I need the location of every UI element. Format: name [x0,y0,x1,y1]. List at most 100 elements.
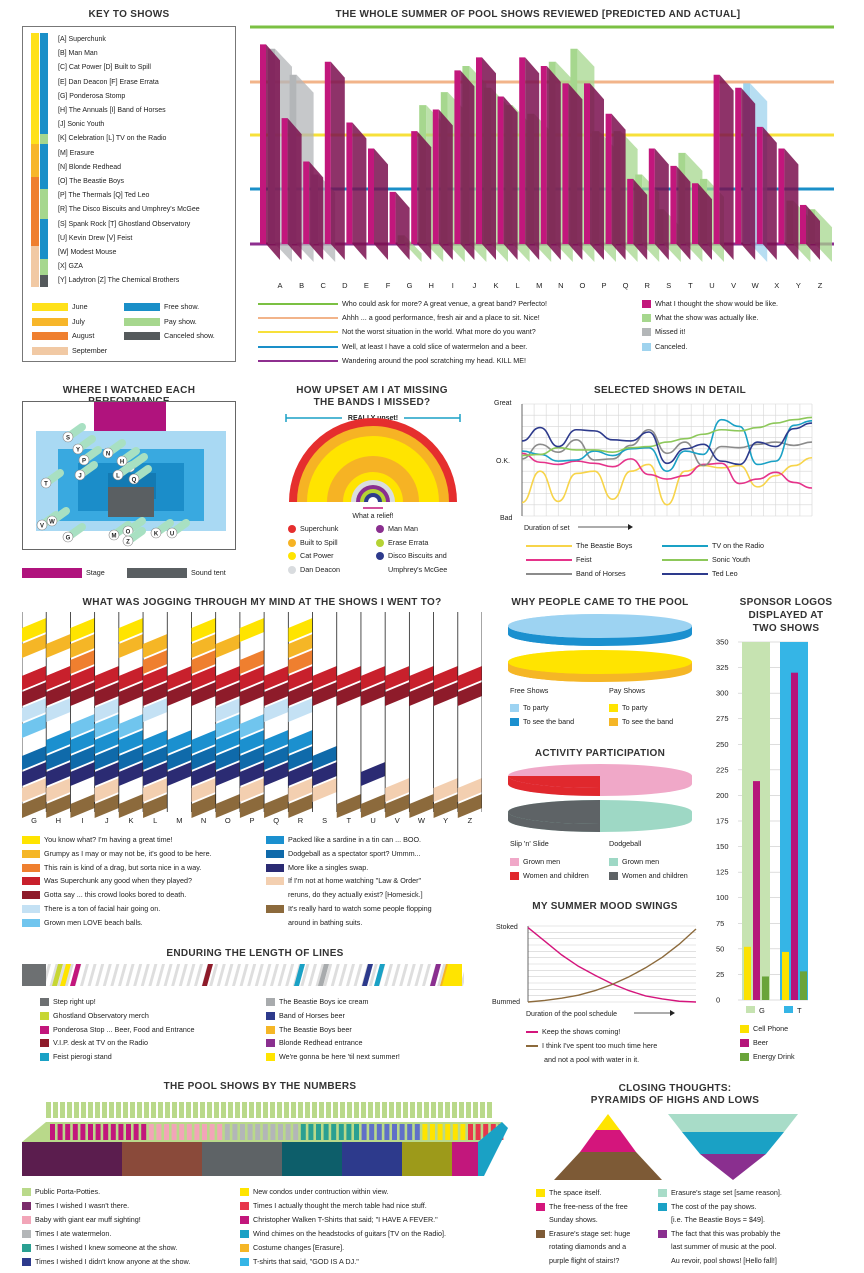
key-show-item: [M] Erasure [58,149,95,157]
numbers-top-bar [487,1102,492,1118]
lines-hatch [125,964,135,986]
numbers-mid-bar [194,1124,200,1140]
sponsor-y-tick: 275 [716,714,729,723]
detail-title: SELECTED SHOWS IN DETAIL [593,385,747,396]
key-type-2: Canceled show. [124,330,215,341]
mind-band [433,666,458,690]
spot-marker [62,531,74,543]
summer-legend-2-swatch [642,328,651,337]
numbers-mid-bar [209,1124,215,1140]
key-show-item: [J] Sonic Youth [58,121,105,129]
closing-legend-left-4-swatch [536,1243,545,1251]
lines-hatch [118,964,127,986]
sponsor-title-1: SPONSOR LOGOS [739,597,833,608]
mind-legend-right-0: Packed like a sardine in a tin can ... B… [266,834,421,845]
mind-band [288,618,313,642]
lines-legend-left-4: Feist pierogi stand [40,1051,112,1062]
closing-legend-left-1: The free-ness of the free [536,1201,628,1212]
summer-level-0: Who could ask for more? A great venue, a… [258,298,547,309]
numbers-legend-left-2: Baby with giant ear muff sighting! [22,1214,141,1225]
key-type-0: Free show. [124,301,199,312]
numbers-mid-bar [384,1124,390,1140]
mind-band [457,778,482,802]
activity-dodge-label: Dodgeball [609,839,642,848]
mind-col-label: M [176,816,182,825]
key-show-item: [A] Superchunk [58,36,106,43]
numbers-legend-left-2-swatch [22,1216,31,1225]
mind-band [94,794,119,818]
mind-col-label: N [201,816,206,825]
mind-band [239,778,265,802]
upset-legend-3: Erase Errata [376,537,428,548]
pyramid-high-mid [580,1130,636,1152]
closing-legend-left-5-swatch [536,1257,545,1265]
mind-band [70,650,95,674]
spot-label: Z [126,540,130,546]
mind-band [46,794,71,818]
numbers-mid-bar [72,1124,78,1140]
mind-band [215,762,240,786]
summer-bar [411,131,418,244]
spot-label: Y [76,448,80,454]
mind-band [46,762,71,786]
numbers-top-bar [445,1102,450,1118]
closing-legend-left-2-swatch [536,1216,545,1224]
numbers-top-bar [361,1102,366,1118]
mind-band [143,698,168,722]
mood-stoked-label: Stoked [496,924,518,931]
detail-legend-1: Feist [526,554,592,565]
mind-legend-left-2: This rain is kind of a drag, but sorta n… [22,862,201,873]
lines-legend-left-2: Ponderosa Stop ... Beer, Food and Entran… [40,1024,194,1035]
summer-bar [735,87,742,244]
lines-hatch [414,964,424,986]
key-month-0: June [32,301,88,312]
summer-level-2: Not the worst situation in the world. Wh… [258,326,536,337]
mind-band [143,794,168,818]
closing-legend-right-5: Au revoir, pool shows! [Hello fall!] [658,1255,777,1266]
activity-slip-label: Slip 'n' Slide [510,839,549,848]
numbers-mid-bar [65,1124,71,1140]
mind-band [360,794,386,818]
lines-hatch [239,964,249,986]
spot-label: H [120,460,124,466]
sponsor-bar-G-0 [744,946,751,1000]
mind-band [191,618,216,642]
sponsor-y-tick: 175 [716,817,729,826]
numbers-segment [202,1142,282,1176]
numbers-top-bar [403,1102,408,1118]
spot-label: J [78,474,81,480]
mind-band [191,730,216,754]
numbers-top-bar [53,1102,58,1118]
mind-col-label: J [105,816,109,825]
pyramid-high-base [554,1152,662,1180]
spot-label: O [126,530,131,536]
lines-hatch [262,964,272,986]
lines-block [22,964,46,986]
mind-band [264,666,289,690]
sponsor-legend-2-swatch [740,1053,749,1062]
mind-legend-left-0-swatch [22,836,40,845]
mind-band [409,682,434,706]
numbers-mid-bar [262,1124,268,1140]
numbers-legend-left-4: Times I wished I knew someone at the sho… [22,1242,177,1253]
lines-mark [294,964,305,986]
mind-band [143,682,168,706]
mind-band [22,794,47,818]
summer-bar-side [633,178,648,260]
numbers-top-bar [88,1102,93,1118]
summer-x-label: A [277,281,282,290]
mind-legend-left-1: Grumpy as I may or may not be, it's good… [22,848,212,859]
mind-legend-left-0: You know what? I'm having a great time! [22,834,173,845]
lines-hatch [156,964,165,986]
spot-marker [102,447,114,459]
lines-legend-left-0: Step right up! [40,996,96,1007]
numbers-mid-bar [133,1124,139,1140]
numbers-mid-bar [57,1124,63,1140]
key-show-item: [S] Spank Rock [T] Ghostland Observatory [58,220,191,228]
numbers-mid-bar [148,1124,154,1140]
numbers-mid-bar [95,1124,101,1140]
mind-band [118,714,144,738]
sponsor-y-tick: 75 [716,919,724,928]
mind-band [143,746,168,770]
lines-hatch [368,964,378,986]
